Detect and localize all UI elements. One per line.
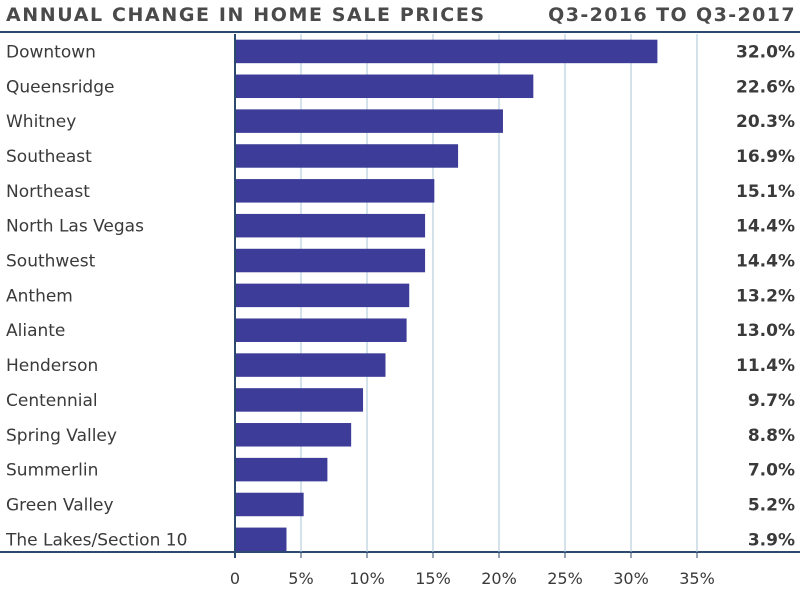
value-label: 16.9% [736,147,795,167]
value-label: 32.0% [736,42,795,62]
value-label: 3.9% [748,530,795,550]
value-label: 9.7% [748,391,795,411]
category-label: Whitney [6,112,76,132]
x-tick-label: 20% [481,569,517,588]
chart-subtitle: Q3-2016 TO Q3-2017 [548,4,796,26]
x-tick-label: 10% [349,569,385,588]
bar [235,39,658,64]
x-tick-label: 35% [679,569,715,588]
x-tick-label: 15% [415,569,451,588]
value-label: 11.4% [736,356,795,376]
value-label: 13.0% [736,321,795,341]
bar [235,388,364,412]
bar [235,109,503,133]
category-label: Southwest [6,252,96,272]
value-label: 7.0% [748,461,795,481]
category-label: Northeast [6,182,90,202]
category-label: Southeast [6,147,92,167]
category-label: Anthem [6,286,73,306]
bar [235,457,328,482]
category-label: Spring Valley [6,426,117,446]
category-label: The Lakes/Section 10 [5,530,187,550]
category-label: Aliante [6,321,65,341]
bar [235,283,410,308]
value-label: 20.3% [736,112,795,132]
bar [235,248,426,273]
bar [235,213,426,238]
x-tick-label: 30% [613,569,649,588]
category-label: Green Valley [6,495,114,515]
value-label: 5.2% [748,495,795,515]
bar [235,527,287,552]
bar [235,144,459,168]
value-label: 8.8% [748,426,795,446]
value-label: 14.4% [736,252,795,272]
bottom-divider [0,551,800,553]
category-label: Summerlin [6,461,98,481]
top-divider [0,31,800,33]
bar [235,423,352,447]
bar [235,353,386,377]
value-label: 22.6% [736,77,795,97]
bar [235,179,435,203]
x-tick-label: 5% [288,569,313,588]
category-label: Henderson [6,356,98,376]
value-label: 15.1% [736,182,795,202]
category-label: Centennial [6,391,98,411]
x-tick-label: 0 [230,569,240,588]
value-label: 14.4% [736,217,795,237]
bar [235,492,304,517]
category-label: Downtown [6,42,96,62]
chart-title: ANNUAL CHANGE IN HOME SALE PRICES [6,4,486,26]
bar [235,74,534,99]
x-tick-label: 25% [547,569,583,588]
bar [235,318,407,342]
category-label: North Las Vegas [6,217,144,237]
category-label: Queensridge [6,77,114,97]
value-label: 13.2% [736,286,795,306]
